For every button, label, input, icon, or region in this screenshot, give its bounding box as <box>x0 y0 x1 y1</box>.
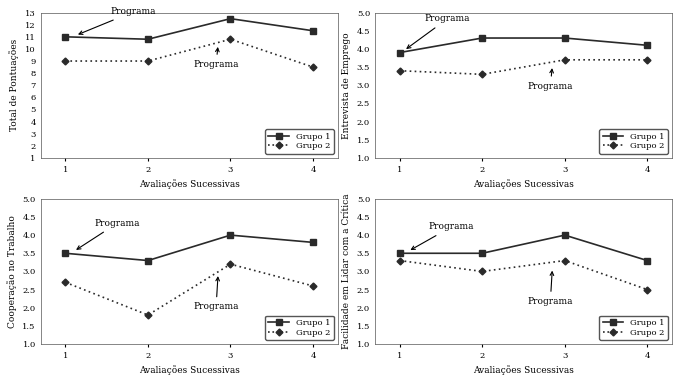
Y-axis label: Facilidade em Lidar com a Crítica: Facilidade em Lidar com a Crítica <box>342 194 351 349</box>
Text: Programa: Programa <box>194 48 239 69</box>
Text: Programa: Programa <box>77 219 140 249</box>
Y-axis label: Total de Pontuações: Total de Pontuações <box>10 39 20 131</box>
X-axis label: Avaliações Sucessivas: Avaliações Sucessivas <box>473 179 574 189</box>
Legend: Grupo 1, Grupo 2: Grupo 1, Grupo 2 <box>600 129 668 154</box>
Text: Programa: Programa <box>79 7 156 34</box>
Text: Programa: Programa <box>407 15 470 49</box>
Y-axis label: Entrevista de Emprego: Entrevista de Emprego <box>342 32 351 139</box>
Legend: Grupo 1, Grupo 2: Grupo 1, Grupo 2 <box>265 316 333 340</box>
Y-axis label: Cooperação no Trabalho: Cooperação no Trabalho <box>7 215 17 328</box>
Text: Programa: Programa <box>411 222 474 249</box>
Text: Programa: Programa <box>528 69 573 91</box>
Legend: Grupo 1, Grupo 2: Grupo 1, Grupo 2 <box>265 129 333 154</box>
X-axis label: Avaliações Sucessivas: Avaliações Sucessivas <box>139 365 240 375</box>
Text: Programa: Programa <box>194 277 239 311</box>
Text: Programa: Programa <box>528 272 573 306</box>
X-axis label: Avaliações Sucessivas: Avaliações Sucessivas <box>473 365 574 375</box>
Legend: Grupo 1, Grupo 2: Grupo 1, Grupo 2 <box>600 316 668 340</box>
X-axis label: Avaliações Sucessivas: Avaliações Sucessivas <box>139 179 240 189</box>
